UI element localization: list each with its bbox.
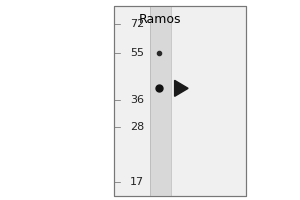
- Text: 55: 55: [130, 48, 144, 58]
- Text: 28: 28: [130, 122, 144, 132]
- Text: 17: 17: [130, 177, 144, 187]
- Text: 72: 72: [130, 19, 144, 29]
- Bar: [114, 6, 246, 196]
- Text: 36: 36: [130, 95, 144, 105]
- Bar: [114, 6, 246, 196]
- Bar: [150, 6, 171, 196]
- Polygon shape: [175, 80, 188, 96]
- Text: Ramos: Ramos: [139, 13, 182, 26]
